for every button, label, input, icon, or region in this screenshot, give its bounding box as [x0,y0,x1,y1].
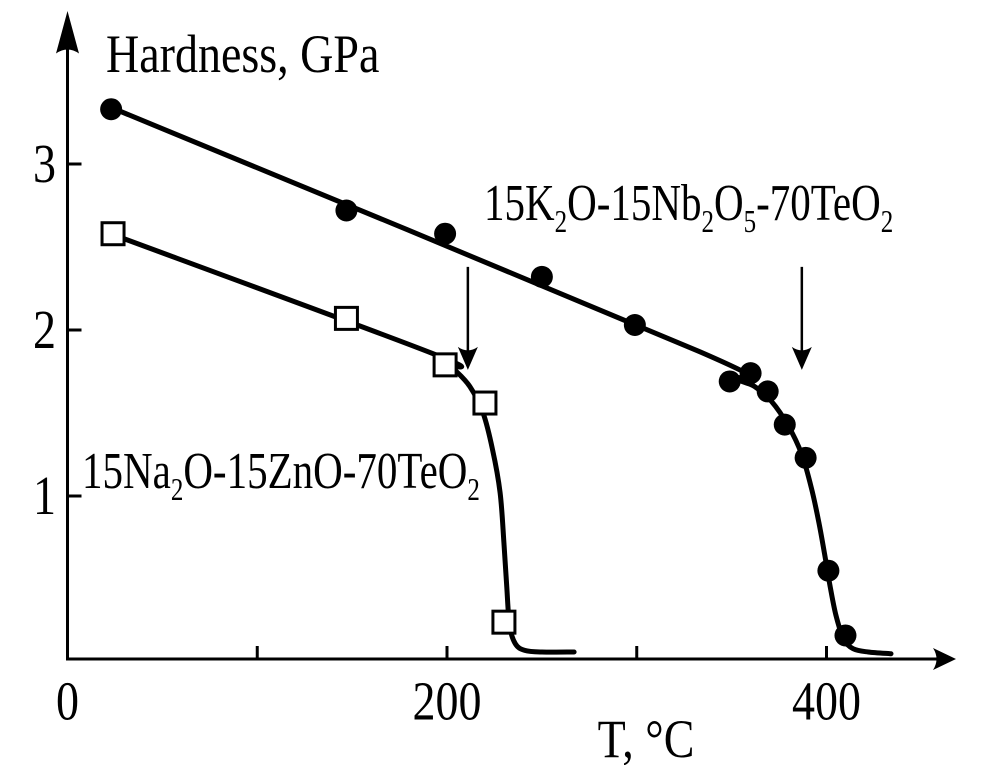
subscript: 2 [467,473,480,508]
series-label-na2o-zno-teo2: 15Na2O-15ZnO-70TeO2 [82,441,480,508]
data-point-filled-circle [739,362,762,385]
data-point-open-square [472,390,498,416]
data-point-filled-circle [434,222,457,245]
series-label-k2o-nb2o5-teo2: 15K2O-15Nb2O5-70TeO2 [484,173,894,240]
data-point-filled-circle [773,413,796,436]
data-point-filled-circle [794,446,817,469]
y-tick-label: 1 [33,464,56,526]
transition-arrow-head [457,346,478,370]
subscript: 2 [701,205,714,240]
series-markers [100,98,857,647]
x-axis-arrowhead [933,648,956,670]
subscript: 5 [743,205,757,240]
y-tick-label: 3 [33,132,56,194]
subscript: 2 [554,205,568,240]
x-tick-label: 400 [792,670,861,732]
y-axis-arrowhead [56,11,79,54]
y-tick-label: 2 [33,298,56,360]
data-point-open-square [491,609,517,635]
data-point-open-square [432,352,458,378]
subscript: 2 [880,205,894,240]
data-point-open-square [333,305,359,331]
x-axis-title: T, °C [597,708,695,765]
data-point-filled-circle [817,559,840,582]
transition-arrows [457,266,812,370]
data-point-filled-circle [834,624,857,647]
data-point-filled-circle [530,265,553,288]
x-tick-label: 0 [56,670,79,732]
data-point-filled-circle [718,370,741,393]
x-tick-label: 200 [412,670,482,732]
axes [56,11,956,670]
transition-arrow-head [791,346,812,370]
data-point-filled-circle [756,380,779,403]
subscript: 2 [170,473,184,508]
y-axis-title: Hardness, GPa [106,23,380,84]
data-point-open-square [100,221,126,247]
data-point-filled-circle [335,199,358,222]
data-point-filled-circle [623,314,646,337]
data-point-filled-circle [100,98,123,121]
